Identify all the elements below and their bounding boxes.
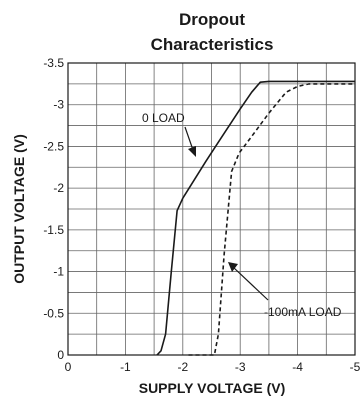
x-tick-label: -5 <box>350 360 361 374</box>
x-tick-label: -3 <box>235 360 246 374</box>
y-tick-label: -3 <box>53 98 64 112</box>
y-tick-label: -3.5 <box>43 56 64 70</box>
annotation-100ma-load: -100mA LOAD <box>264 305 342 319</box>
y-tick-label: -1 <box>53 265 64 279</box>
chart-title-line-1: Dropout <box>179 10 245 29</box>
annotation-arrow-0-load <box>184 126 194 151</box>
y-tick-label: -2.5 <box>43 139 64 153</box>
x-tick-label: -4 <box>292 360 303 374</box>
x-axis-title: SUPPLY VOLTAGE (V) <box>139 380 286 396</box>
annotation-arrowhead-100ma-load <box>228 262 238 272</box>
annotation-arrowhead-0-load <box>188 146 196 157</box>
series-line-1 <box>188 83 355 356</box>
chart-title-line-2: Characteristics <box>151 35 274 54</box>
series-line-0 <box>156 80 355 356</box>
y-tick-label: -2 <box>53 181 64 195</box>
annotation-arrow-100ma-load <box>232 266 269 301</box>
y-tick-label: 0 <box>57 348 64 362</box>
series-layer <box>156 80 355 356</box>
x-tick-label: 0 <box>65 360 72 374</box>
y-tick-label: -0.5 <box>43 306 64 320</box>
y-tick-labels: 0 -0.5 -1 -1.5 -2 -2.5 -3 -3.5 <box>43 56 64 362</box>
x-tick-labels: 0 -1 -2 -3 -4 -5 <box>65 360 361 374</box>
y-tick-label: -1.5 <box>43 223 64 237</box>
x-tick-label: -2 <box>177 360 188 374</box>
y-axis-title: OUTPUT VOLTAGE (V) <box>11 134 27 284</box>
annotation-0-load: 0 LOAD <box>142 111 185 125</box>
x-tick-label: -1 <box>120 360 131 374</box>
